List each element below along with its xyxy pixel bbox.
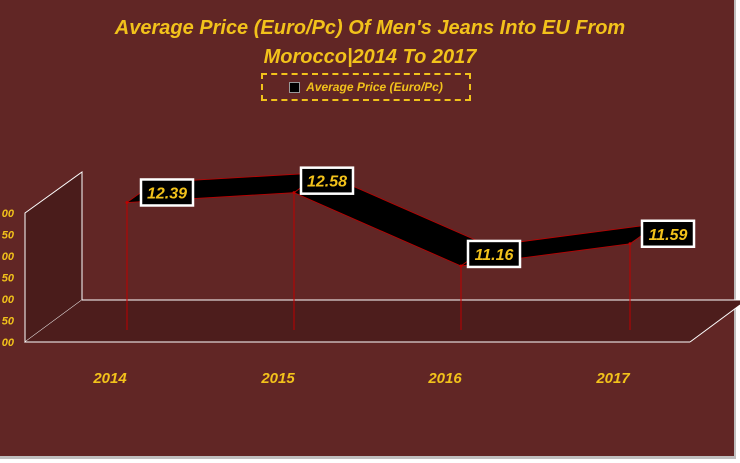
data-label-box	[299, 166, 355, 195]
data-point	[125, 200, 129, 204]
y-tick-label: 00	[2, 251, 15, 263]
x-tick-label: 2015	[260, 370, 295, 387]
y-tick-label: 50	[2, 230, 15, 242]
data-label-text: 12.39	[147, 185, 187, 202]
data-label: 11.59	[640, 219, 696, 249]
data-label: 11.16	[466, 239, 522, 269]
data-label-box	[640, 219, 696, 249]
data-label: 12.39	[139, 178, 195, 207]
data-point	[628, 242, 632, 246]
y-tick-label: 00	[2, 337, 15, 349]
data-label-text: 11.59	[649, 227, 688, 244]
legend-swatch	[289, 81, 301, 93]
y-tick-label: 50	[2, 316, 15, 328]
chart-title: Average Price (Euro/Pc) Of Men's Jeans I…	[114, 17, 626, 39]
x-tick-label: 2017	[595, 370, 630, 387]
data-label-box	[139, 178, 195, 207]
y-tick-label: 00	[2, 294, 15, 306]
y-tick-label: 50	[2, 273, 15, 285]
legend-label: Average Price (Euro/Pc)	[306, 80, 443, 94]
y-tick-label: 00	[2, 208, 15, 220]
data-label-box	[466, 239, 522, 269]
floor-right-edge	[689, 304, 740, 343]
x-tick-label: 2014	[92, 370, 127, 387]
floor	[25, 300, 740, 342]
data-point	[292, 191, 296, 195]
legend: Average Price (Euro/Pc)	[261, 73, 471, 101]
data-label: 12.58	[299, 166, 355, 195]
chart-subtitle: Morocco|2014 To 2017	[263, 46, 477, 68]
x-tick-label: 2016	[427, 370, 462, 387]
data-point	[459, 264, 463, 268]
data-label-text: 11.16	[475, 247, 514, 264]
data-label-text: 12.58	[307, 174, 347, 191]
